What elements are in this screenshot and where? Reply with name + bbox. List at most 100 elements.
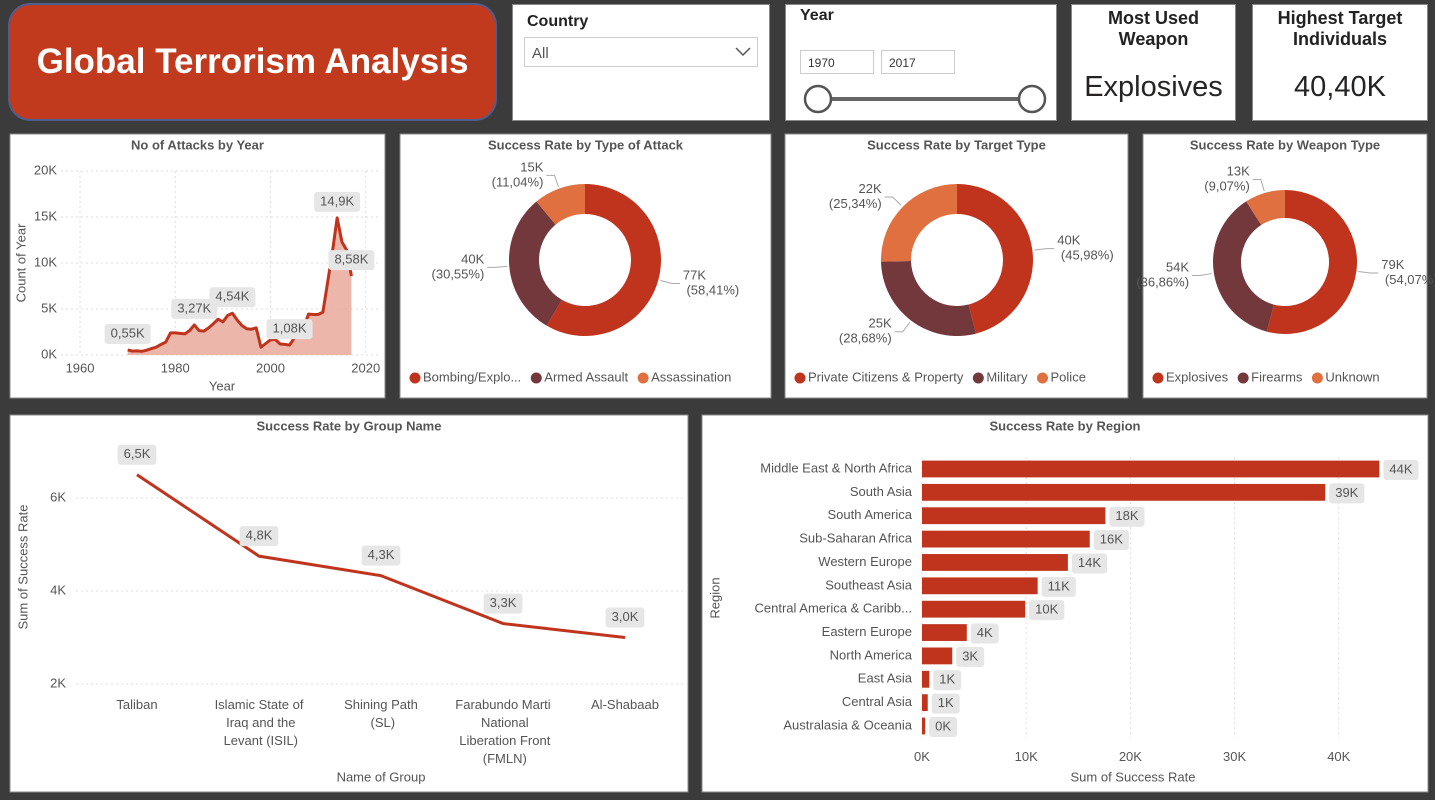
x-tick-label: 1960 [66,360,95,375]
y-tick-label: 6K [50,489,66,504]
legend-label: Explosives [1166,369,1229,384]
data-label: 3,3K [483,593,523,614]
donut-slice [957,184,1033,334]
label-bg [970,623,999,644]
bar [922,670,930,688]
data-label-text: 8,58K [334,252,368,267]
y-tick-label: 10K [34,254,57,269]
bar [922,507,1106,525]
y-tick-label: Australasia & Oceania [783,717,912,732]
data-label: 4,8K [239,526,279,547]
panel [1142,133,1428,399]
label-bg [361,545,401,566]
leader-line [660,279,680,285]
legend-label: Bombing/Explo... [423,369,521,384]
data-label-text: 18K [1115,508,1138,523]
donut-slice [546,184,661,336]
data-label: 18K [1109,506,1145,527]
data-label-text: 1,08K [273,321,307,336]
label-bg [266,319,313,340]
y-tick-label: 4K [50,582,66,597]
legend-marker [972,372,984,384]
data-label: 0K [929,717,958,738]
donut-slice [1213,201,1274,332]
data-label: 4,3K [361,545,401,566]
label-bg [117,444,157,465]
x-tick-label: Islamic State of Iraq and the Levant (IS… [215,697,304,748]
data-label: 44K [1383,459,1419,480]
data-label: 1K [933,670,962,691]
data-label: 3,0K [605,607,645,628]
data-label-text: 4,8K [246,528,273,543]
chart-title: Success Rate by Type of Attack [488,137,684,152]
label-bg [1093,530,1129,551]
legend-label: Military [986,369,1028,384]
card-label: Highest Target Individuals [1277,8,1403,49]
data-label: 22K (25,34%) [825,181,882,211]
x-tick-label: 40K [1327,749,1350,764]
card-value: Explosives [1084,71,1223,103]
legend-label: Unknown [1325,369,1379,384]
label-bg [171,298,218,319]
x-tick-label: 1980 [161,360,190,375]
bar [922,460,1380,478]
kpi-card: Highest Target Individuals 40,40K [1252,4,1428,121]
legend-label: Private Citizens & Property [808,369,964,384]
legend-marker [409,372,421,384]
data-label-text: 6,5K [124,446,151,461]
legend-label: Armed Assault [544,369,628,384]
leader-line [884,196,902,206]
label-bg [605,607,645,628]
leader-line [894,321,911,333]
y-tick-label: Southeast Asia [825,577,912,592]
header: Global Terrorism Analysis [8,3,497,121]
y-tick-label: East Asia [858,671,913,686]
chart-title: Success Rate by Weapon Type [1190,137,1380,152]
leader-line [487,265,508,268]
legend-label: Police [1051,369,1086,384]
chart-title: Success Rate by Group Name [257,418,442,433]
year-from[interactable]: 1970 [800,50,874,74]
slider-handle[interactable] [1017,84,1047,114]
label-bg [314,191,361,212]
year-to[interactable]: 2017 [881,50,955,74]
label-bg [933,670,962,691]
y-tick-label: Central America & Caribb... [754,601,912,616]
chevron [735,47,751,57]
label-bg [1329,483,1365,504]
line [127,216,353,353]
data-label-text: 1K [939,672,955,687]
legend-marker [530,372,542,384]
label-bg [239,526,279,547]
legend-marker [794,372,806,384]
bar [922,624,967,641]
chart-title: Success Rate by Target Type [867,137,1046,152]
legend-marker [1311,372,1323,384]
leader-line [1358,270,1379,274]
data-label: 40K (45,98%) [1057,233,1113,263]
chart-title: No of Attacks by Year [131,137,264,152]
data-label: 14,9K [314,191,361,212]
leader-line [1034,248,1055,251]
legend-marker [1152,372,1164,384]
data-label: 10K [1029,600,1065,621]
data-label-text: 0K [935,718,951,733]
data-label: 4,54K [209,287,256,308]
slider-handle[interactable] [803,84,833,114]
data-label-text: 3,27K [177,300,211,315]
data-label: 3K [956,646,985,667]
data-label-text: 14,9K [320,193,354,208]
y-axis-title: Count of Year [13,223,28,302]
data-label: 40K (30,55%) [428,252,485,282]
data-label-text: 4,54K [215,289,249,304]
data-label: 13K (9,07%) [1201,164,1250,194]
slicer-label: Year [800,7,834,24]
bar [922,554,1068,571]
leader-line [1252,178,1265,192]
data-label: 0,55K [104,323,151,344]
x-tick-label: 0K [914,749,930,764]
country-dropdown[interactable]: All [524,37,758,67]
label-bg [328,250,375,271]
label-bg [929,717,958,738]
data-label-text: 16K [1100,532,1123,547]
